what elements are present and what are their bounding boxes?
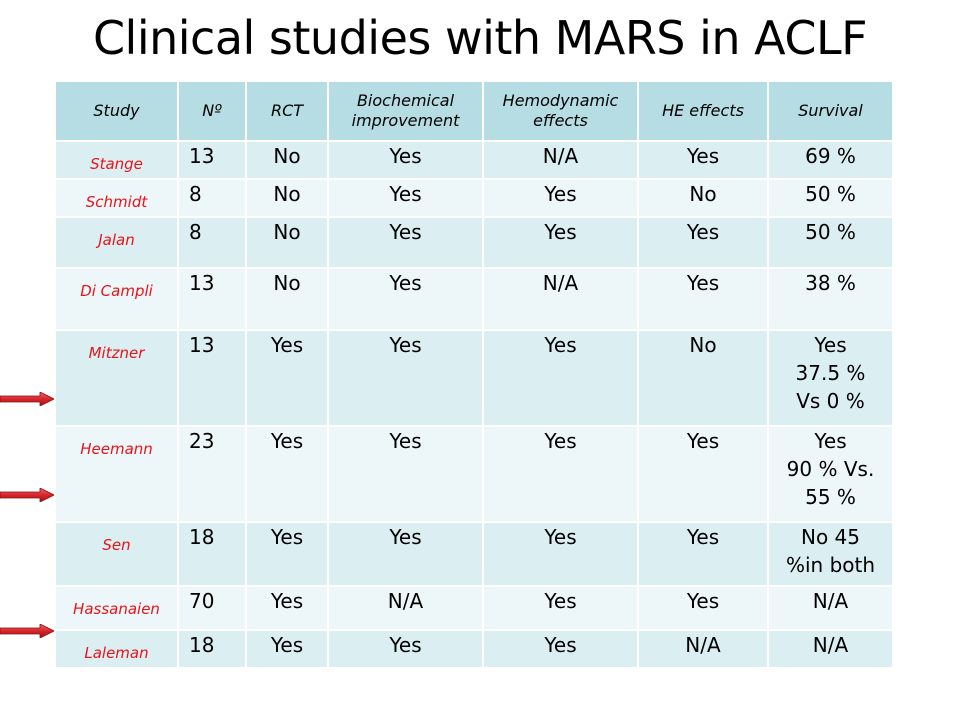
survival-line: 55 % bbox=[805, 485, 856, 509]
survival-line: 90 % Vs. bbox=[786, 457, 875, 481]
red-arrow-icon bbox=[0, 392, 54, 406]
study-cell: Stange bbox=[56, 141, 179, 180]
survival-cell: 50 % bbox=[768, 217, 894, 269]
survival-line: %in both bbox=[785, 553, 876, 577]
he-effects-cell: Yes bbox=[638, 586, 769, 631]
table-row: Mitzner 13 Yes Yes Yes No Yes 37.5 % Vs 0 % bbox=[56, 330, 894, 427]
table-row: Heemann 23 Yes Yes Yes Yes Yes 90 % Vs. 55 % bbox=[56, 426, 894, 523]
table-row: Jalan 8 No Yes Yes Yes 50 % bbox=[56, 217, 894, 269]
hemodynamic-cell: N/A bbox=[483, 141, 639, 180]
column-header: HE effects bbox=[638, 82, 769, 142]
biochemical-cell: Yes bbox=[328, 179, 484, 218]
n-cell: 70 bbox=[178, 586, 247, 631]
survival-line: Yes bbox=[814, 333, 847, 357]
rct-cell: No bbox=[246, 217, 329, 269]
rct-cell: Yes bbox=[246, 586, 329, 631]
he-effects-cell: Yes bbox=[638, 426, 769, 523]
he-effects-cell: Yes bbox=[638, 268, 769, 331]
hemodynamic-cell: N/A bbox=[483, 268, 639, 331]
survival-line: 38 % bbox=[805, 271, 856, 295]
hemodynamic-cell: Yes bbox=[483, 330, 639, 427]
survival-line: Vs 0 % bbox=[796, 389, 865, 413]
survival-cell: 69 % bbox=[768, 141, 894, 180]
study-cell: Jalan bbox=[56, 217, 179, 269]
table-row: Hassanaien 70 Yes N/A Yes Yes N/A bbox=[56, 586, 894, 631]
study-cell: Laleman bbox=[56, 630, 179, 669]
table-row: Laleman 18 Yes Yes Yes N/A N/A bbox=[56, 630, 894, 669]
table-header-row: Study Nº RCT Biochemical improvement Hem… bbox=[56, 82, 894, 142]
n-cell: 13 bbox=[178, 330, 247, 427]
study-cell: Heemann bbox=[56, 426, 179, 523]
slide-title: Clinical studies with MARS in ACLF bbox=[92, 11, 868, 65]
table-row: Di Campli 13 No Yes N/A Yes 38 % bbox=[56, 268, 894, 331]
hemodynamic-cell: Yes bbox=[483, 426, 639, 523]
study-cell: Sen bbox=[56, 522, 179, 587]
hemodynamic-cell: Yes bbox=[483, 522, 639, 587]
table-row: Schmidt 8 No Yes Yes No 50 % bbox=[56, 179, 894, 218]
n-cell: 8 bbox=[178, 179, 247, 218]
biochemical-cell: Yes bbox=[328, 630, 484, 669]
rct-cell: No bbox=[246, 268, 329, 331]
column-header: Nº bbox=[178, 82, 247, 142]
survival-line: 37.5 % bbox=[795, 361, 866, 385]
hemodynamic-cell: Yes bbox=[483, 630, 639, 669]
rct-cell: Yes bbox=[246, 522, 329, 587]
survival-line: N/A bbox=[812, 589, 849, 613]
biochemical-cell: Yes bbox=[328, 217, 484, 269]
survival-cell: N/A bbox=[768, 630, 894, 669]
he-effects-cell: No bbox=[638, 179, 769, 218]
column-header: Biochemical improvement bbox=[328, 82, 484, 142]
biochemical-cell: Yes bbox=[328, 330, 484, 427]
studies-table: Study Nº RCT Biochemical improvement Hem… bbox=[56, 82, 894, 669]
study-cell: Hassanaien bbox=[56, 586, 179, 631]
study-cell: Schmidt bbox=[56, 179, 179, 218]
rct-cell: Yes bbox=[246, 330, 329, 427]
rct-cell: No bbox=[246, 179, 329, 218]
rct-cell: No bbox=[246, 141, 329, 180]
survival-cell: No 45 %in both bbox=[768, 522, 894, 587]
study-cell: Di Campli bbox=[56, 268, 179, 331]
survival-cell: 50 % bbox=[768, 179, 894, 218]
survival-line: No 45 bbox=[800, 525, 860, 549]
survival-cell: Yes 37.5 % Vs 0 % bbox=[768, 330, 894, 427]
survival-line: Yes bbox=[814, 429, 847, 453]
he-effects-cell: Yes bbox=[638, 522, 769, 587]
survival-line: 50 % bbox=[805, 182, 856, 206]
rct-cell: Yes bbox=[246, 426, 329, 523]
red-arrow-icon bbox=[0, 488, 54, 502]
column-header: RCT bbox=[246, 82, 329, 142]
n-cell: 23 bbox=[178, 426, 247, 523]
survival-line: N/A bbox=[812, 633, 849, 657]
table-row: Sen 18 Yes Yes Yes Yes No 45 %in both bbox=[56, 522, 894, 587]
he-effects-cell: Yes bbox=[638, 217, 769, 269]
n-cell: 8 bbox=[178, 217, 247, 269]
red-arrow-icon bbox=[0, 624, 54, 638]
biochemical-cell: Yes bbox=[328, 426, 484, 523]
hemodynamic-cell: Yes bbox=[483, 179, 639, 218]
survival-cell: 38 % bbox=[768, 268, 894, 331]
biochemical-cell: Yes bbox=[328, 522, 484, 587]
n-cell: 13 bbox=[178, 141, 247, 180]
he-effects-cell: N/A bbox=[638, 630, 769, 669]
survival-line: 50 % bbox=[805, 220, 856, 244]
survival-line: 69 % bbox=[805, 144, 856, 168]
column-header: Study bbox=[56, 82, 179, 142]
column-header: Survival bbox=[768, 82, 894, 142]
rct-cell: Yes bbox=[246, 630, 329, 669]
n-cell: 18 bbox=[178, 522, 247, 587]
n-cell: 13 bbox=[178, 268, 247, 331]
he-effects-cell: Yes bbox=[638, 141, 769, 180]
study-cell: Mitzner bbox=[56, 330, 179, 427]
survival-cell: N/A bbox=[768, 586, 894, 631]
hemodynamic-cell: Yes bbox=[483, 217, 639, 269]
survival-cell: Yes 90 % Vs. 55 % bbox=[768, 426, 894, 523]
biochemical-cell: Yes bbox=[328, 141, 484, 180]
n-cell: 18 bbox=[178, 630, 247, 669]
table-row: Stange 13 No Yes N/A Yes 69 % bbox=[56, 141, 894, 180]
biochemical-cell: N/A bbox=[328, 586, 484, 631]
biochemical-cell: Yes bbox=[328, 268, 484, 331]
column-header: Hemodynamic effects bbox=[483, 82, 639, 142]
hemodynamic-cell: Yes bbox=[483, 586, 639, 631]
he-effects-cell: No bbox=[638, 330, 769, 427]
